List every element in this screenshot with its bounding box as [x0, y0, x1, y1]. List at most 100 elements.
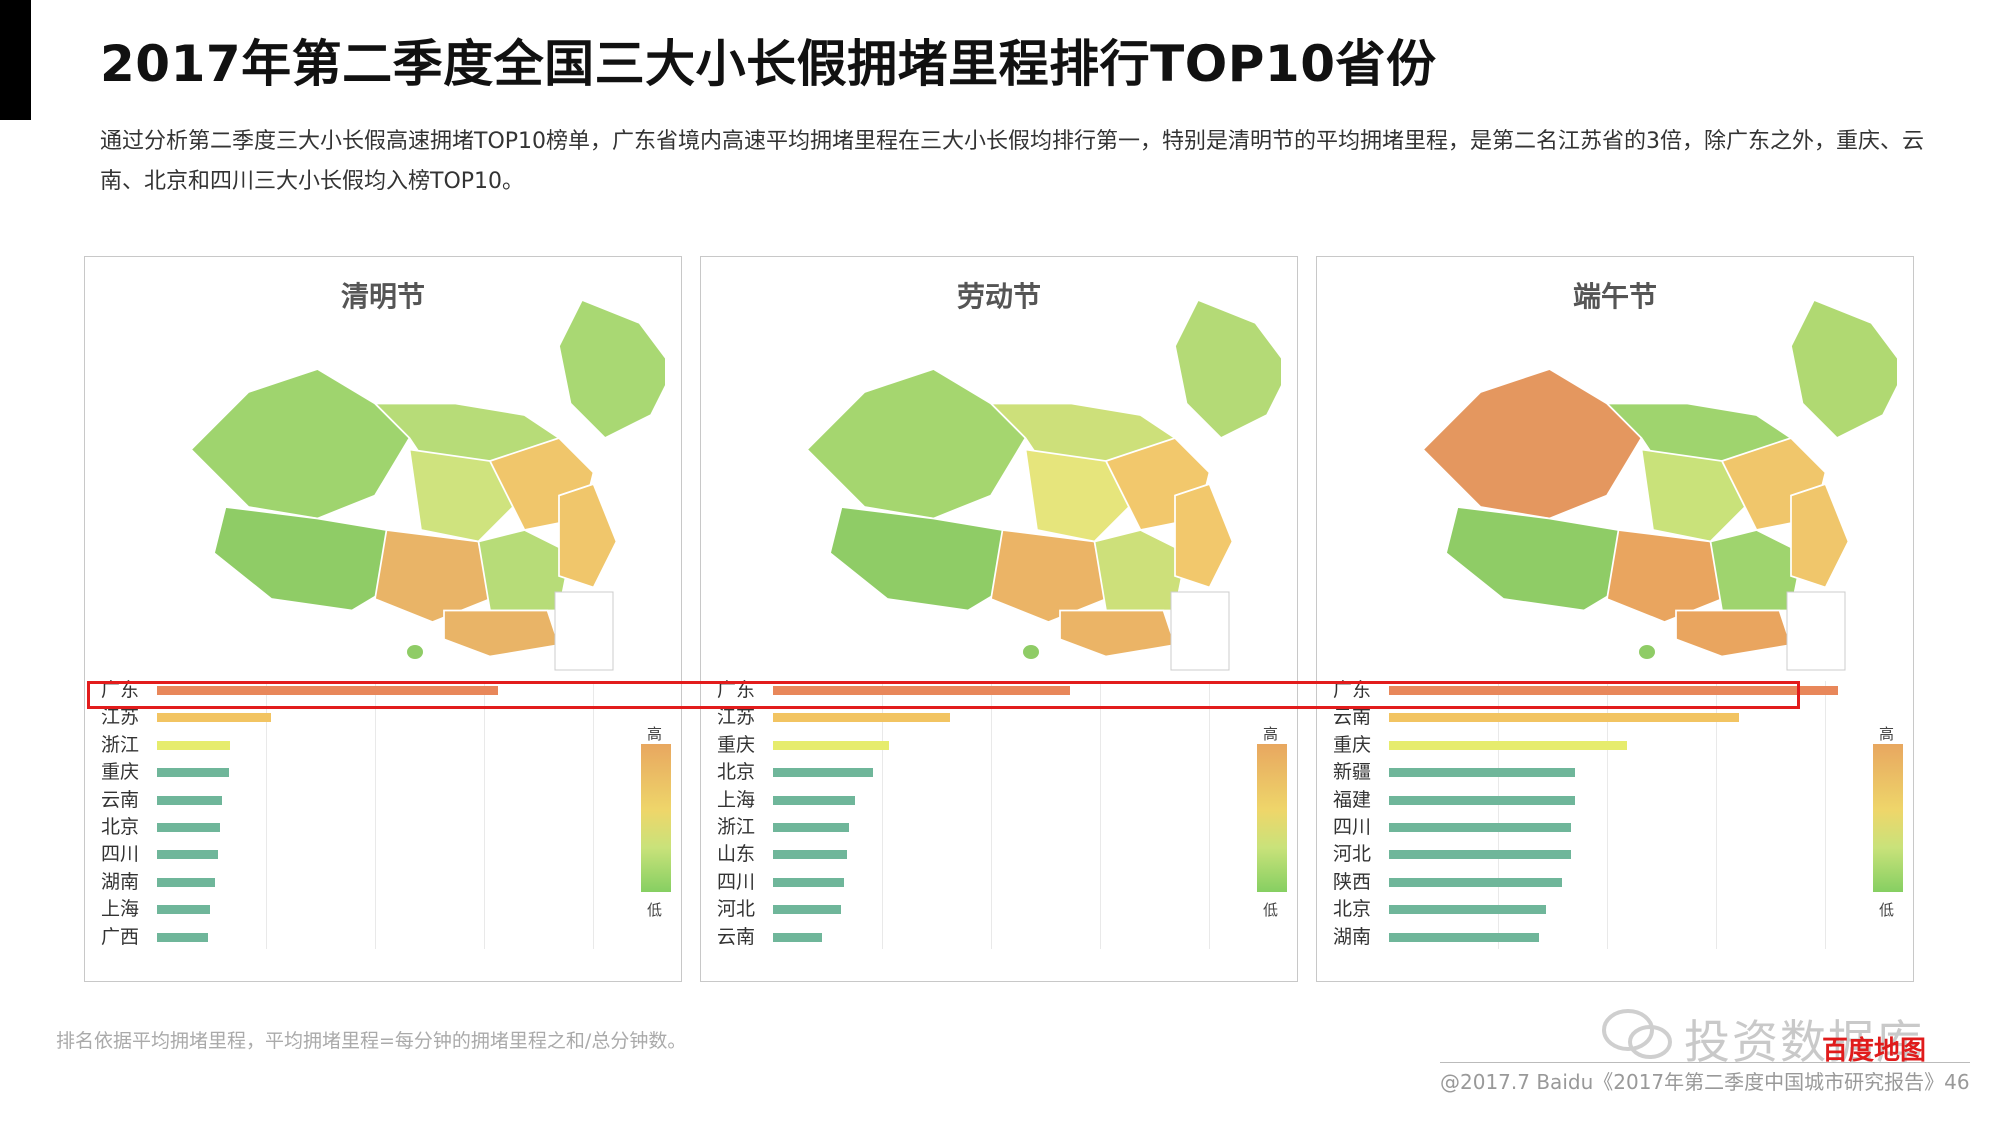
brand-logo: 百度地图 [1822, 1036, 1927, 1066]
gridline [1100, 681, 1101, 949]
bar [773, 795, 855, 805]
map-region [477, 529, 572, 612]
china-heat-map [805, 298, 1281, 671]
bar [1389, 850, 1571, 860]
watermark-text: 投资数据库 [1684, 1015, 1924, 1069]
map-region [558, 482, 618, 589]
bar [157, 932, 208, 942]
bar [157, 823, 220, 832]
bar-label: 北京 [1333, 898, 1372, 921]
map-region [374, 529, 491, 623]
map-region [1174, 298, 1281, 440]
bar-label: 浙江 [717, 816, 756, 838]
bar-label: 江苏 [101, 706, 140, 729]
legend-low-label: 低 [1263, 901, 1279, 919]
south-china-sea-inset [1786, 591, 1846, 671]
bar-label: 山东 [717, 843, 756, 866]
south-china-sea-inset [554, 591, 614, 671]
bar [773, 905, 841, 915]
map-region [1059, 609, 1177, 658]
legend-high-label: 高 [1263, 725, 1279, 743]
bar [1389, 740, 1627, 750]
bar [1389, 686, 1838, 695]
bar-label: 江苏 [717, 706, 756, 729]
bar [773, 850, 847, 860]
bar-label: 河北 [717, 898, 756, 921]
panel-title: 劳动节 [956, 280, 1041, 313]
gridline [882, 681, 883, 949]
gridline [593, 681, 594, 949]
china-heat-map [1421, 298, 1897, 671]
bar-label: 新疆 [1333, 761, 1372, 784]
bar [157, 905, 210, 915]
gridline [1209, 681, 1210, 949]
chart-panel-duanwu: 端午节 高 低 广东 云南 重庆 新疆 福建 四川 河北 陕西 北京 湖南 [1316, 256, 1914, 982]
map-region [1093, 529, 1188, 612]
map-region [1640, 448, 1747, 543]
map-region [1675, 609, 1793, 658]
wechat-icon [1602, 1009, 1672, 1059]
bar [1389, 877, 1562, 887]
page-title: 2017年第二季度全国三大小长假拥堵里程排行TOP10省份 [100, 35, 1437, 93]
bar-label: 广西 [101, 925, 140, 948]
legend-gradient [641, 744, 671, 892]
map-region [558, 298, 665, 440]
bar [773, 740, 889, 750]
legend-low-label: 低 [647, 901, 663, 919]
bar-label: 北京 [101, 816, 140, 838]
bar [773, 686, 1070, 695]
bar [1389, 713, 1739, 723]
bar-label: 四川 [1333, 816, 1372, 838]
bar [1389, 932, 1539, 942]
chart-panel-qingming: 清明节 高 低 广东 江苏 浙江 重庆 云南 北京 四川 湖南 上海 广西 [84, 256, 682, 982]
map-region [1024, 448, 1131, 543]
bar [1389, 823, 1571, 832]
map-region [805, 368, 1027, 520]
gridline [1825, 681, 1826, 949]
bar-chart: 广东 江苏 浙江 重庆 云南 北京 四川 湖南 上海 广西 [85, 669, 683, 979]
hainan-region [1639, 645, 1655, 659]
bar-chart: 广东 江苏 重庆 北京 上海 浙江 山东 四川 河北 云南 [701, 669, 1299, 979]
bar-label: 广东 [101, 679, 140, 701]
bar-label: 湖南 [1333, 925, 1372, 948]
hainan-region [407, 645, 423, 659]
map-region [1421, 368, 1643, 520]
map-region [1606, 529, 1723, 623]
chart-panel-laodong: 劳动节 高 低 广东 江苏 重庆 北京 上海 浙江 山东 四川 河北 云南 [700, 256, 1298, 982]
guangdong-highlight-box [87, 681, 1800, 709]
bar-label: 北京 [717, 761, 756, 784]
bar-label: 广东 [1333, 679, 1372, 701]
legend-low-label: 低 [1879, 901, 1895, 919]
gridline [484, 681, 485, 949]
bar [773, 768, 873, 778]
bar-label: 浙江 [101, 733, 140, 756]
bar-label: 福建 [1333, 788, 1372, 811]
map-region [408, 448, 515, 543]
gridline [1716, 681, 1717, 949]
south-china-sea-inset [1170, 591, 1230, 671]
bar-label: 河北 [1333, 843, 1372, 866]
legend-gradient [1873, 744, 1903, 892]
bar-label: 云南 [1333, 706, 1372, 729]
map-region [1174, 482, 1234, 589]
bar-label: 重庆 [717, 733, 756, 756]
legend-gradient [1257, 744, 1287, 892]
accent-bar [0, 0, 31, 120]
bar [157, 877, 215, 887]
hainan-region [1023, 645, 1039, 659]
bar-label: 湖南 [101, 870, 140, 893]
bar [773, 877, 844, 887]
bar [157, 686, 498, 695]
map-region [990, 529, 1107, 623]
map-region [1790, 482, 1850, 589]
panel-title: 清明节 [340, 280, 425, 313]
bar [157, 795, 222, 805]
bar-label: 云南 [101, 788, 140, 811]
gridline [1607, 681, 1608, 949]
map-region [189, 368, 411, 520]
bar [157, 713, 271, 723]
bar [773, 932, 822, 942]
bar-label: 四川 [717, 870, 756, 893]
gridline [375, 681, 376, 949]
bar-label: 四川 [101, 843, 140, 866]
